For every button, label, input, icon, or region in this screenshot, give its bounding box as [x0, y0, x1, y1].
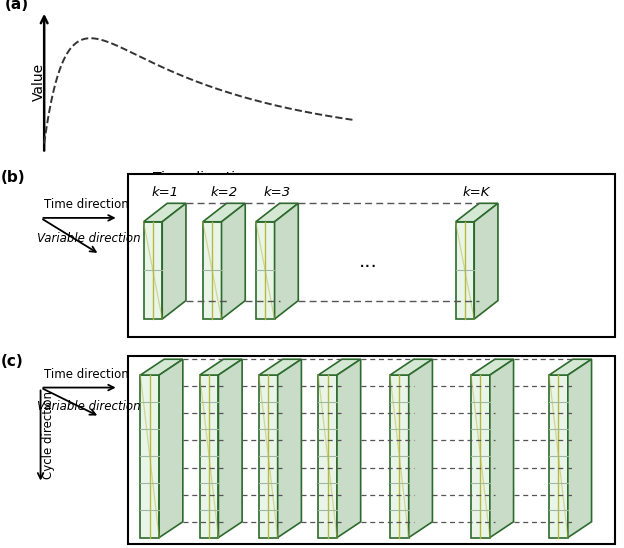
Polygon shape	[200, 359, 242, 375]
Text: Value: Value	[32, 62, 46, 101]
Polygon shape	[456, 222, 474, 319]
Polygon shape	[144, 222, 162, 319]
Text: k=2: k=2	[210, 186, 238, 199]
Polygon shape	[490, 359, 514, 538]
Polygon shape	[203, 203, 245, 222]
Text: Time direction: Time direction	[44, 198, 129, 210]
Text: k=K: k=K	[463, 186, 490, 199]
Text: Cycle direction: Cycle direction	[42, 391, 56, 480]
Text: (a): (a)	[5, 0, 29, 12]
FancyBboxPatch shape	[128, 356, 615, 544]
Polygon shape	[162, 203, 186, 319]
Polygon shape	[259, 375, 278, 538]
Polygon shape	[200, 375, 218, 538]
Polygon shape	[140, 359, 183, 375]
Text: (b): (b)	[1, 170, 25, 185]
Polygon shape	[471, 375, 490, 538]
Polygon shape	[390, 359, 432, 375]
Polygon shape	[144, 203, 186, 222]
Polygon shape	[318, 375, 337, 538]
Polygon shape	[318, 359, 361, 375]
FancyBboxPatch shape	[128, 174, 615, 337]
Polygon shape	[549, 359, 592, 375]
Polygon shape	[203, 222, 222, 319]
Polygon shape	[275, 203, 298, 319]
Polygon shape	[259, 359, 301, 375]
Polygon shape	[409, 359, 432, 538]
Polygon shape	[390, 375, 409, 538]
Polygon shape	[337, 359, 361, 538]
Polygon shape	[256, 203, 298, 222]
Polygon shape	[456, 203, 498, 222]
Text: Time direction: Time direction	[154, 171, 253, 185]
Polygon shape	[568, 359, 592, 538]
Polygon shape	[256, 222, 275, 319]
Polygon shape	[222, 203, 245, 319]
Polygon shape	[278, 359, 301, 538]
Polygon shape	[159, 359, 183, 538]
Text: Time direction: Time direction	[44, 368, 129, 381]
Text: Variable direction: Variable direction	[37, 232, 141, 246]
Polygon shape	[549, 375, 568, 538]
Polygon shape	[474, 203, 498, 319]
Text: Variable direction: Variable direction	[37, 400, 141, 413]
Polygon shape	[218, 359, 242, 538]
Text: (c): (c)	[1, 354, 23, 369]
Polygon shape	[140, 375, 159, 538]
Text: ...: ...	[359, 252, 378, 271]
Polygon shape	[471, 359, 514, 375]
Text: k=3: k=3	[263, 186, 291, 199]
Text: k=1: k=1	[151, 186, 178, 199]
